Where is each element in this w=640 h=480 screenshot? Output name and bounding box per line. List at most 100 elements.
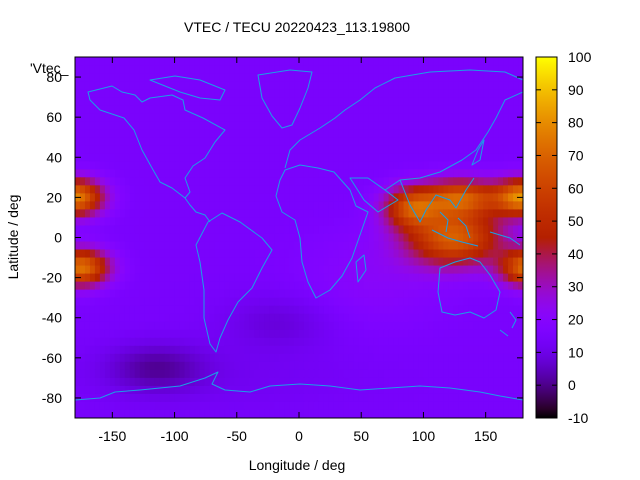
heatmap-cell: [174, 313, 181, 323]
heatmap-cell: [194, 329, 201, 339]
heatmap-cell: [199, 289, 206, 299]
heatmap-cell: [214, 409, 220, 418]
heatmap-cell: [139, 193, 146, 202]
heatmap-cell: [164, 345, 171, 355]
heatmap-cell: [284, 265, 290, 275]
heatmap-cell: [194, 241, 201, 251]
heatmap-cell: [378, 89, 385, 98]
heatmap-cell: [308, 305, 315, 315]
heatmap-cell: [468, 249, 474, 259]
heatmap-cell: [89, 193, 96, 202]
heatmap-cell: [428, 385, 434, 395]
heatmap-cell: [393, 89, 400, 98]
heatmap-cell: [353, 289, 360, 299]
heatmap-cell: [498, 361, 504, 371]
heatmap-cell: [378, 177, 385, 186]
heatmap-cell: [498, 153, 504, 162]
heatmap-cell: [269, 217, 275, 227]
heatmap-cell: [289, 185, 295, 194]
heatmap-cell: [353, 225, 360, 235]
heatmap-cell: [154, 281, 161, 291]
heatmap-cell: [229, 89, 235, 98]
heatmap-cell: [79, 153, 86, 162]
heatmap-cell: [408, 401, 415, 411]
heatmap-cell: [378, 241, 385, 251]
heatmap-cell: [129, 265, 136, 275]
heatmap-cell: [274, 201, 280, 211]
heatmap-cell: [84, 57, 91, 66]
heatmap-cell: [468, 305, 474, 315]
heatmap-cell: [378, 297, 385, 307]
heatmap-cell: [84, 361, 91, 371]
heatmap-cell: [373, 177, 380, 186]
heatmap-cell: [154, 273, 161, 283]
heatmap-cell: [508, 145, 514, 154]
heatmap-cell: [214, 249, 220, 259]
heatmap-cell: [289, 385, 295, 395]
heatmap-cell: [388, 209, 395, 219]
heatmap-cell: [408, 73, 415, 82]
heatmap-cell: [84, 65, 91, 74]
heatmap-cell: [249, 105, 255, 114]
heatmap-cell: [408, 321, 415, 331]
heatmap-cell: [224, 97, 230, 106]
heatmap-cell: [473, 201, 479, 211]
heatmap-cell: [483, 313, 489, 323]
heatmap-cell: [204, 169, 210, 178]
heatmap-cell: [199, 193, 206, 202]
coastline-africa: [275, 164, 369, 299]
heatmap-cell: [274, 281, 280, 291]
heatmap-cell: [264, 113, 270, 122]
heatmap-cell: [413, 65, 420, 74]
heatmap-cell: [503, 281, 509, 291]
heatmap-cell: [169, 281, 176, 291]
heatmap-cell: [189, 161, 196, 170]
heatmap-cell: [259, 265, 265, 275]
heatmap-cell: [259, 217, 265, 227]
heatmap-cell: [448, 233, 454, 243]
heatmap-cell: [478, 169, 484, 178]
heatmap-cell: [239, 353, 245, 363]
heatmap-cell: [348, 137, 355, 146]
heatmap-cell: [318, 385, 325, 395]
heatmap-cell: [199, 225, 206, 235]
heatmap-cell: [308, 385, 315, 395]
heatmap-cell: [129, 401, 136, 411]
heatmap-cell: [303, 297, 310, 307]
heatmap-cell: [109, 353, 116, 363]
heatmap-cell: [149, 409, 156, 418]
heatmap-cell: [89, 185, 96, 194]
heatmap-cell: [234, 121, 240, 130]
heatmap-cell: [398, 265, 405, 275]
heatmap-cell: [154, 265, 161, 275]
heatmap-cell: [224, 65, 230, 74]
heatmap-cell: [114, 217, 121, 227]
heatmap-cell: [114, 377, 121, 387]
heatmap-cell: [308, 185, 315, 194]
heatmap-cell: [214, 313, 220, 323]
heatmap-cell: [299, 273, 305, 283]
heatmap-cell: [313, 361, 320, 371]
heatmap-cell: [99, 129, 106, 138]
heatmap-cell: [164, 361, 171, 371]
heatmap-cell: [318, 105, 325, 114]
heatmap-cell: [299, 153, 305, 162]
heatmap-cell: [284, 209, 290, 219]
heatmap-cell: [174, 265, 181, 275]
heatmap-cell: [209, 169, 215, 178]
heatmap-cell: [174, 153, 181, 162]
heatmap-cell: [353, 409, 360, 418]
heatmap-cell: [398, 361, 405, 371]
heatmap-cell: [473, 313, 479, 323]
heatmap-cell: [468, 345, 474, 355]
heatmap-cell: [473, 185, 479, 194]
heatmap-cell: [229, 401, 235, 411]
heatmap-cell: [478, 217, 484, 227]
heatmap-cell: [279, 313, 285, 323]
heatmap-cell: [149, 225, 156, 235]
heatmap-cell: [134, 369, 141, 379]
heatmap-cell: [89, 321, 96, 331]
heatmap-cell: [94, 249, 101, 259]
heatmap-cell: [159, 169, 166, 178]
heatmap-cell: [239, 249, 245, 259]
